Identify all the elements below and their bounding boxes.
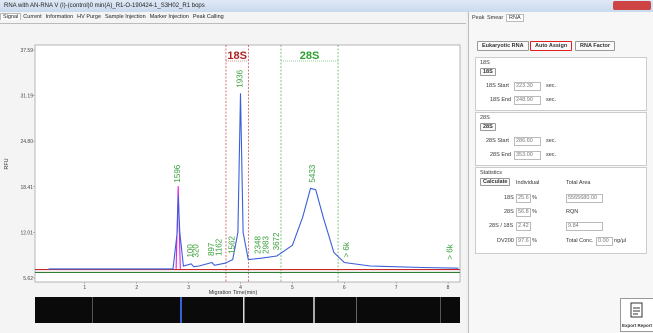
label: 28S Start bbox=[486, 138, 509, 144]
label: 28S / 18S bbox=[489, 223, 514, 229]
window-controls[interactable] bbox=[613, 1, 651, 10]
group-statistics: Statistics Calculate Individual Total Ar… bbox=[475, 167, 647, 254]
peak-label: 100 bbox=[186, 244, 195, 258]
18s-button[interactable]: 18S bbox=[480, 68, 496, 76]
tab[interactable]: Current bbox=[23, 14, 42, 20]
group-title: 18S bbox=[480, 60, 490, 66]
calculate-button[interactable]: Calculate bbox=[480, 178, 511, 186]
unit: sec. bbox=[546, 97, 557, 103]
input[interactable]: 0.00 bbox=[596, 237, 613, 246]
tab-bar: Signal Current Information HV Purge Sample I… bbox=[0, 12, 466, 24]
x-tick-label: 5 bbox=[291, 285, 294, 291]
x-tick-label: 2 bbox=[135, 285, 138, 291]
title-bar: RNA with AN-RNA V (I)-(control)0 min(A)_… bbox=[0, 0, 653, 12]
y-tick-label: 24.80 bbox=[20, 139, 33, 145]
gel-strip bbox=[35, 297, 460, 323]
input[interactable]: 9.84 bbox=[566, 222, 603, 231]
window-title: RNA with AN-RNA V (I)-(control)0 min(A)_… bbox=[4, 3, 205, 9]
peak-label: 3672 bbox=[272, 232, 281, 250]
marker-label: 18S bbox=[227, 50, 247, 62]
unit: sec. bbox=[546, 138, 557, 144]
marker-label: 28S bbox=[300, 50, 320, 62]
y-tick-label: 5.62 bbox=[23, 276, 33, 282]
tab[interactable]: Marker Injection bbox=[149, 14, 189, 20]
eukaryotic-button[interactable]: Eukaryotic RNA bbox=[477, 41, 529, 51]
label: 18S End bbox=[490, 97, 512, 103]
input[interactable]: 248.90 bbox=[514, 96, 541, 105]
peak-label: > 6k bbox=[342, 241, 351, 257]
tab[interactable]: Sample Injection bbox=[105, 14, 146, 20]
input[interactable]: 5565680.00 bbox=[566, 194, 603, 203]
export-label: Export Report bbox=[621, 323, 652, 328]
peak-label: 2983 bbox=[261, 236, 270, 254]
peak-label: 1162 bbox=[215, 238, 224, 256]
x-tick-label: 4 bbox=[239, 285, 242, 291]
unit: % bbox=[532, 238, 537, 244]
group-title: 28S bbox=[480, 115, 490, 121]
input[interactable]: 286.60 bbox=[514, 137, 541, 146]
rna-factor-button[interactable]: RNA Factor bbox=[575, 41, 616, 51]
group-28s: 28S 28S 28S Start 286.60 sec. 28S End 35… bbox=[475, 112, 647, 166]
x-tick-label: 7 bbox=[395, 285, 398, 291]
peak-label: 5433 bbox=[308, 164, 317, 182]
y-axis-label: RFU bbox=[4, 158, 10, 169]
panel-tab[interactable]: Peak bbox=[472, 15, 485, 21]
chart: Migration Time(min) RFU 5.6212.0118.4124… bbox=[0, 24, 466, 333]
unit: ng/µl bbox=[614, 238, 627, 244]
unit: sec. bbox=[546, 152, 557, 158]
label: RQN bbox=[566, 209, 579, 215]
peak-label: > 6k bbox=[446, 243, 455, 259]
x-tick-label: 1 bbox=[83, 285, 86, 291]
input[interactable]: 97.6 bbox=[516, 237, 531, 246]
group-18s: 18S 18S 18S Start 223.30 sec. 18S End 24… bbox=[475, 57, 647, 111]
label: 18S bbox=[504, 195, 514, 201]
label: 18S Start bbox=[486, 83, 509, 89]
unit: sec. bbox=[546, 83, 557, 89]
group-title: Statistics bbox=[480, 170, 503, 176]
tab[interactable]: Signal bbox=[0, 13, 22, 20]
y-tick-label: 18.41 bbox=[20, 185, 33, 191]
auto-assign-button[interactable]: Auto Assign bbox=[530, 41, 573, 51]
panel-tab[interactable]: Smear bbox=[487, 15, 504, 21]
series-line bbox=[48, 93, 459, 270]
peak-label: 1596 bbox=[173, 164, 182, 182]
plot-area bbox=[34, 44, 461, 283]
export-button[interactable]: Export Report bbox=[620, 298, 653, 332]
peak-label: 320 bbox=[191, 244, 200, 258]
unit: % bbox=[532, 209, 537, 215]
x-axis-label: Migration Time(min) bbox=[209, 290, 258, 296]
header: Total Area bbox=[566, 180, 591, 186]
side-panel: Peak Smear RNA Eukaryotic RNA Auto Assig… bbox=[468, 12, 653, 333]
peak-label: 2348 bbox=[254, 236, 263, 254]
input[interactable]: 223.30 bbox=[514, 82, 541, 91]
label: 28S bbox=[504, 209, 514, 215]
input[interactable]: 353.00 bbox=[514, 151, 541, 160]
label: Total Conc. bbox=[566, 238, 594, 244]
x-tick-label: 3 bbox=[187, 285, 190, 291]
x-tick-label: 8 bbox=[447, 285, 450, 291]
panel-tab[interactable]: RNA bbox=[506, 14, 524, 22]
input[interactable]: 2.42 bbox=[516, 222, 531, 231]
peak-label: 1562 bbox=[228, 236, 237, 254]
tab[interactable]: Information bbox=[45, 14, 74, 20]
series-line bbox=[175, 186, 181, 269]
y-tick-label: 37.59 bbox=[20, 48, 33, 54]
export-icon bbox=[630, 302, 643, 318]
x-tick-label: 6 bbox=[343, 285, 346, 291]
input[interactable]: 56.8 bbox=[516, 208, 531, 217]
label: 28S End bbox=[490, 152, 512, 158]
tab[interactable]: HV Purge bbox=[77, 14, 102, 20]
unit: % bbox=[532, 195, 537, 201]
28s-button[interactable]: 28S bbox=[480, 123, 496, 131]
header: Individual bbox=[516, 180, 540, 186]
input[interactable]: 25.6 bbox=[516, 194, 531, 203]
tab[interactable]: Peak Calling bbox=[192, 14, 224, 20]
peak-label: 1936 bbox=[235, 69, 244, 87]
y-tick-label: 31.19 bbox=[20, 94, 33, 100]
label: DV200 bbox=[497, 238, 514, 244]
peak-label: 897 bbox=[207, 242, 216, 256]
y-tick-label: 12.01 bbox=[20, 230, 33, 236]
